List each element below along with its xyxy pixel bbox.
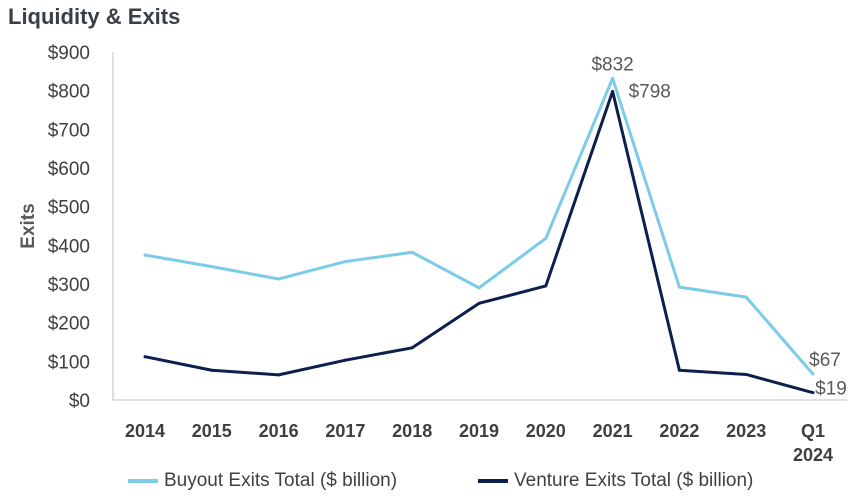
data-point-venture xyxy=(544,284,548,288)
data-point-venture xyxy=(343,358,347,362)
x-tick-label: 2023 xyxy=(726,421,766,441)
data-point-buyout xyxy=(477,286,481,290)
data-label: $19 xyxy=(815,379,847,400)
x-tick-label: 2024 xyxy=(793,445,833,465)
data-point-buyout xyxy=(410,250,414,254)
y-tick-label: $200 xyxy=(48,314,90,335)
data-point-buyout xyxy=(544,236,548,240)
y-tick-label: $900 xyxy=(48,43,90,64)
x-tick-label: 2016 xyxy=(259,421,299,441)
data-point-buyout xyxy=(210,265,214,269)
y-tick-label: $0 xyxy=(69,391,90,412)
data-point-venture xyxy=(143,355,147,359)
x-tick-label: 2015 xyxy=(192,421,232,441)
legend-label-buyout: Buyout Exits Total ($ billion) xyxy=(164,470,398,491)
x-tick-label: 2019 xyxy=(459,421,499,441)
data-label: $832 xyxy=(591,54,633,75)
data-point-venture xyxy=(811,391,815,395)
y-tick-label: $300 xyxy=(48,275,90,296)
legend-item-venture: Venture Exits Total ($ billion) xyxy=(478,470,753,492)
series-line-venture xyxy=(144,89,814,395)
legend-label-venture: Venture Exits Total ($ billion) xyxy=(514,470,754,491)
x-tick-label: 2020 xyxy=(526,421,566,441)
data-point-buyout xyxy=(744,295,748,299)
y-tick-label: $600 xyxy=(48,159,90,180)
data-point-buyout xyxy=(611,76,615,80)
data-point-venture xyxy=(611,89,615,93)
x-tick-label: 2018 xyxy=(392,421,432,441)
data-point-buyout xyxy=(811,372,815,376)
x-tick-label: 2022 xyxy=(659,421,699,441)
data-label: $67 xyxy=(809,350,841,371)
x-tick-label: 2014 xyxy=(125,421,165,441)
chart-title: Liquidity & Exits xyxy=(8,4,181,29)
data-label: $798 xyxy=(629,81,671,102)
y-tick-label: $100 xyxy=(48,352,90,373)
data-point-venture xyxy=(410,346,414,350)
data-point-venture xyxy=(677,368,681,372)
series-line-buyout xyxy=(144,76,815,376)
x-tick-label: Q1 xyxy=(801,421,825,441)
x-tick-label: 2021 xyxy=(593,421,633,441)
y-tick-label: $700 xyxy=(48,120,90,141)
legend-swatch-venture xyxy=(478,479,508,483)
y-tick-label: $800 xyxy=(48,82,90,103)
legend-item-buyout: Buyout Exits Total ($ billion) xyxy=(128,470,397,492)
data-point-venture xyxy=(477,301,481,305)
chart-legend: Buyout Exits Total ($ billion) Venture E… xyxy=(0,470,862,498)
x-tick-label: 2017 xyxy=(325,421,365,441)
data-point-buyout xyxy=(677,285,681,289)
data-point-buyout xyxy=(277,277,281,281)
data-point-venture xyxy=(210,368,214,372)
data-point-buyout xyxy=(143,253,147,257)
line-chart: $0 $100 $200 $300 $400 $500 $600 $700 $800 $900 Ex… xyxy=(18,43,847,465)
legend-swatch-buyout xyxy=(128,479,158,483)
data-point-venture xyxy=(277,373,281,377)
y-axis-label: Exits xyxy=(18,203,39,248)
data-point-buyout xyxy=(343,260,347,264)
data-point-venture xyxy=(744,372,748,376)
y-tick-label: $400 xyxy=(48,236,90,257)
y-tick-label: $500 xyxy=(48,198,90,219)
